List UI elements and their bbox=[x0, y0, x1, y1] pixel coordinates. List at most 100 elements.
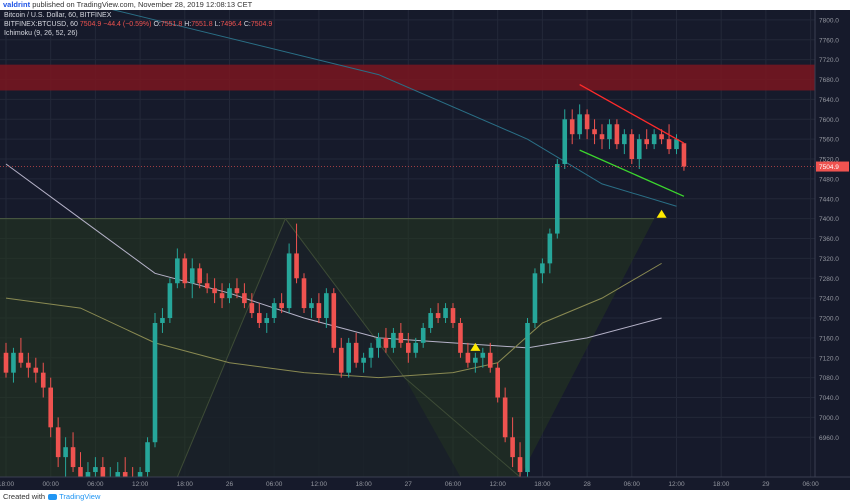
x-tick-label: 18:00 bbox=[534, 481, 551, 488]
candle-body-up bbox=[420, 327, 426, 343]
author-link[interactable]: valdrint bbox=[3, 0, 31, 9]
candle-body-up bbox=[622, 134, 627, 145]
y-tick-label: 7160.0 bbox=[819, 335, 839, 342]
candle-body-up bbox=[115, 472, 121, 477]
candle-body-down bbox=[294, 253, 299, 279]
candle-body-up bbox=[309, 303, 314, 309]
y-tick-label: 7520.0 bbox=[819, 157, 839, 164]
x-tick-label: 27 bbox=[405, 481, 413, 488]
y-tick-label: 7360.0 bbox=[819, 236, 839, 243]
x-tick-label: 26 bbox=[226, 481, 234, 488]
footer: Created with TradingView bbox=[0, 490, 850, 503]
x-tick-label: 06:00 bbox=[87, 481, 104, 488]
candle-body-down bbox=[398, 332, 404, 343]
candle-body-down bbox=[644, 139, 649, 145]
candle-body-up bbox=[286, 253, 292, 309]
y-tick-label: 7440.0 bbox=[819, 196, 839, 203]
x-tick-label: 18:00 bbox=[713, 481, 730, 488]
candle-body-down bbox=[197, 268, 202, 284]
candle-body-up bbox=[540, 263, 545, 274]
candle-body-down bbox=[666, 139, 672, 150]
wedge-upper-trendline bbox=[579, 83, 685, 144]
y-tick-label: 7480.0 bbox=[819, 176, 839, 183]
legend-l-label: L: bbox=[214, 21, 221, 28]
candle-body-up bbox=[227, 288, 232, 299]
candle-body-up bbox=[525, 322, 530, 473]
y-tick-label: 7320.0 bbox=[819, 256, 839, 263]
candle-body-down bbox=[249, 303, 255, 314]
candle-body-up bbox=[152, 322, 158, 443]
candle-body-up bbox=[562, 119, 568, 165]
candle-body-up bbox=[636, 139, 642, 160]
y-tick-label: 7280.0 bbox=[819, 276, 839, 283]
candle-body-up bbox=[137, 472, 143, 477]
candle-body-down bbox=[569, 119, 575, 135]
candle-body-down bbox=[78, 467, 83, 477]
y-tick-label: 7000.0 bbox=[819, 415, 839, 422]
candle-body-down bbox=[487, 352, 493, 368]
ichimoku-line-olive bbox=[5, 262, 662, 379]
candle-body-down bbox=[279, 303, 284, 309]
x-tick-label: 29 bbox=[762, 481, 770, 488]
y-tick-label: 7560.0 bbox=[819, 137, 839, 144]
candle-body-up bbox=[361, 357, 366, 363]
candle-body-up bbox=[271, 303, 277, 319]
resistance-zone bbox=[0, 64, 815, 91]
candle-body-down bbox=[301, 278, 307, 309]
last-price-label-bg bbox=[816, 161, 849, 172]
candle-body-down bbox=[502, 397, 508, 438]
x-tick-label: 12:00 bbox=[490, 481, 507, 488]
candle-body-down bbox=[659, 134, 664, 140]
candle-body-down bbox=[219, 293, 225, 299]
wedge-lower-trendline bbox=[579, 149, 685, 197]
candle-body-up bbox=[11, 352, 16, 373]
candle-body-down bbox=[18, 352, 24, 363]
legend-close: 7504.9 bbox=[250, 21, 273, 28]
candle-body-down bbox=[242, 293, 247, 304]
price-chart[interactable]: 6960.0 7000.0 7040.0 7080.0 7120.0 7160.0 7200… bbox=[0, 10, 850, 490]
candle-body-up bbox=[167, 283, 173, 319]
candle-body-up bbox=[93, 467, 98, 473]
chart-area[interactable]: 6960.0 7000.0 7040.0 7080.0 7120.0 7160.0 7200… bbox=[0, 10, 850, 490]
y-tick-label: 7680.0 bbox=[819, 77, 839, 84]
y-tick-label: 7080.0 bbox=[819, 375, 839, 382]
candle-body-up bbox=[428, 313, 433, 328]
x-tick-label: 00:00 bbox=[43, 481, 60, 488]
candle-body-up bbox=[577, 114, 582, 135]
price-axis-bg bbox=[815, 10, 850, 490]
y-tick-label: 7120.0 bbox=[819, 355, 839, 362]
legend-open: 7551.8 bbox=[160, 21, 183, 28]
candle-body-up bbox=[376, 337, 381, 348]
legend-indicator[interactable]: Ichimoku (9, 26, 52, 26) bbox=[4, 30, 78, 37]
candle-body-up bbox=[413, 342, 419, 353]
legend-high: 7551.8 bbox=[191, 21, 213, 28]
candle-body-down bbox=[383, 337, 389, 348]
candle-body-down bbox=[212, 288, 217, 294]
candle-body-up bbox=[607, 124, 612, 140]
tradingview-brand-link[interactable]: TradingView bbox=[59, 492, 101, 501]
candle-body-up bbox=[473, 357, 478, 363]
candle-body-down bbox=[517, 457, 523, 473]
legend-change: −44.4 (−0.59%) bbox=[103, 21, 152, 28]
candle-body-down bbox=[48, 387, 53, 428]
candle-body-up bbox=[324, 293, 329, 319]
y-tick-label: 6960.0 bbox=[819, 435, 839, 442]
candle-body-down bbox=[584, 114, 590, 130]
pattern-cutout bbox=[177, 218, 461, 477]
candle-body-up bbox=[547, 233, 553, 264]
candle-body-down bbox=[122, 472, 128, 477]
candle-body-up bbox=[346, 342, 351, 373]
candle-body-down bbox=[629, 134, 635, 160]
publish-text: published on TradingView.com, November 2… bbox=[32, 0, 253, 9]
candle-body-up bbox=[145, 442, 150, 473]
x-tick-label: 28 bbox=[583, 481, 591, 488]
candle-body-up bbox=[264, 318, 270, 323]
candle-body-down bbox=[465, 352, 471, 363]
pattern-outline bbox=[176, 217, 521, 477]
legend-symbol: BITFINEX:BTCUSD, 60 bbox=[4, 21, 78, 28]
candle-body-down bbox=[182, 258, 188, 284]
candle-body-down bbox=[510, 437, 515, 458]
candle-body-up bbox=[674, 139, 679, 150]
candle-body-up bbox=[443, 308, 448, 319]
target-marker-icon bbox=[656, 209, 667, 218]
